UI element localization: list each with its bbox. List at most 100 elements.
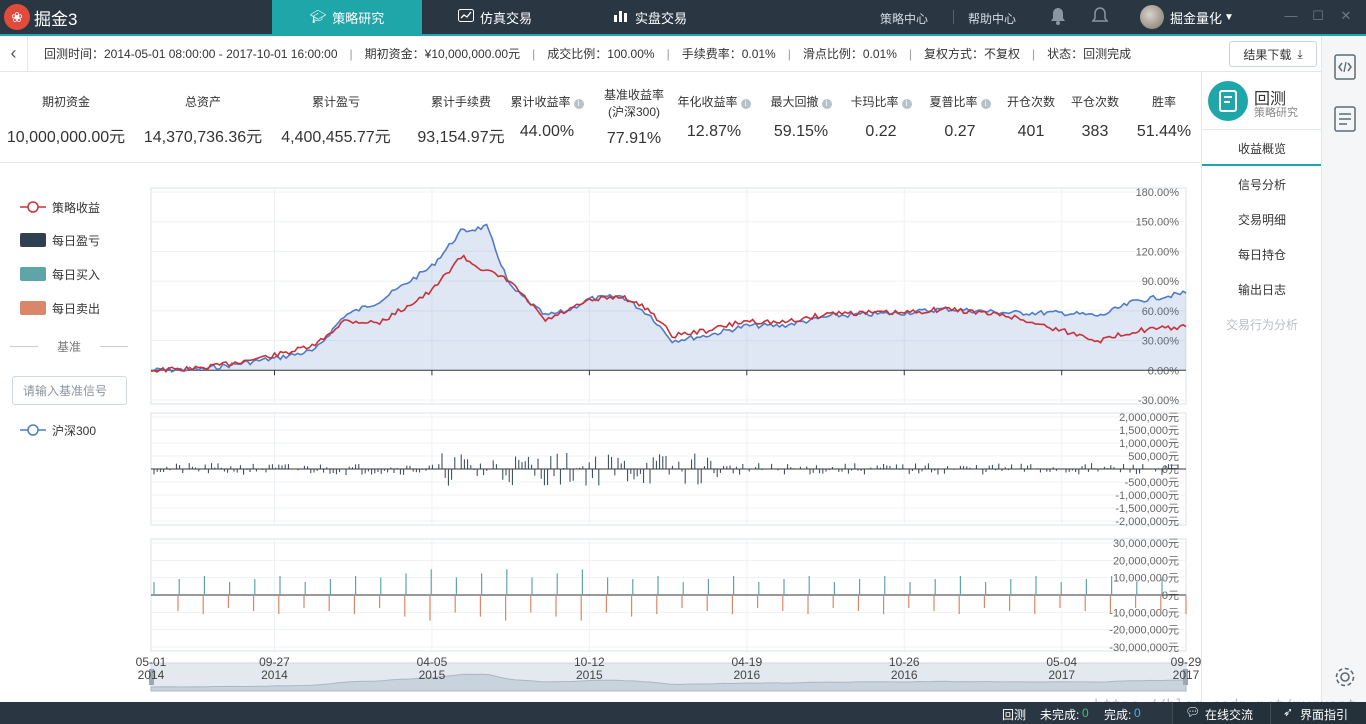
code-editor-icon[interactable] (1334, 54, 1356, 80)
strategy-center-link[interactable]: 策略中心 (880, 12, 929, 26)
help-center-link[interactable]: 帮助中心 (968, 12, 1017, 26)
backtest-time: 回测时间：2014-05-01 08:00:00 - 2017-10-01 16… (44, 47, 338, 61)
metric-label-text: 最大回撤 (770, 95, 819, 109)
metric-item: 卡玛比率 i 0.22 (846, 73, 916, 163)
bar-chart-icon (613, 9, 629, 25)
side-item-positions[interactable]: 每日持仓 (1237, 248, 1286, 262)
notification-bell-icon[interactable] (1091, 6, 1109, 26)
metric-item: 基准收益率 (沪深300) 77.91% (594, 73, 674, 163)
y-tick-label: 150.00% (1136, 217, 1180, 229)
tab-label: 策略研究 (332, 10, 385, 26)
metric-label: 基准收益率 (沪深300) (594, 87, 674, 121)
metric-label: 夏普比率 i (925, 93, 995, 110)
legend-daily-pnl[interactable]: 每日盈亏 (20, 231, 100, 249)
side-item-signals[interactable]: 信号分析 (1237, 178, 1286, 192)
metric-label-text: 平仓次数 (1070, 95, 1119, 109)
benchmark-signal-input[interactable] (12, 376, 127, 405)
metric-value: 59.15% (773, 123, 829, 140)
close-icon[interactable]: ✕ (1340, 8, 1352, 23)
y-tick-label: 1,000,000元 (1119, 438, 1179, 450)
metric-value: 401 (1017, 123, 1045, 140)
info-icon[interactable]: i (821, 99, 832, 109)
tab-live-trading[interactable]: 实盘交易 (590, 0, 710, 34)
metric-item: 最大回撤 i 59.15% (761, 73, 841, 163)
tab-strategy-research[interactable]: 🎓︎ 策略研究 (272, 0, 422, 34)
y-tick-label: -1,500,000元 (1115, 503, 1179, 515)
side-item-logs[interactable]: 输出日志 (1237, 283, 1286, 297)
info-icon[interactable]: i (573, 99, 584, 109)
tab-label: 实盘交易 (634, 10, 687, 26)
x-date-label: 05-01 (136, 655, 167, 669)
metric-label-text: 基准收益率 (603, 88, 664, 102)
metric-item: 累计盈亏 4,400,455.77元 (274, 73, 398, 163)
y-tick-label: -500,000元 (1125, 477, 1179, 489)
metric-label: 开仓次数 (1001, 93, 1061, 110)
navigator-area (150, 673, 1187, 692)
line-marker-icon (20, 424, 46, 436)
side-item-behavior[interactable]: 交易行为分析 (1225, 318, 1298, 332)
panel-header: 回测 策略研究 (1202, 72, 1322, 130)
back-arrow-icon[interactable]: ‹ (0, 35, 28, 72)
x-date-label: 10-26 (889, 655, 920, 669)
minimize-icon[interactable]: — (1284, 8, 1298, 23)
metrics-summary: 期初资金 10,000,000.00元 总资产 14,370,736.36元 累计盈亏 4… (0, 73, 1200, 163)
panel-subtitle: 策略研究 (1254, 107, 1298, 119)
metric-label-text: 开仓次数 (1006, 95, 1055, 109)
returns-panel-frame (150, 187, 1187, 405)
maximize-icon[interactable]: ☐ (1312, 8, 1324, 23)
tab-label: 仿真交易 (479, 10, 532, 26)
y-tick-label: 120.00% (1136, 246, 1180, 258)
metric-item: 期初资金 10,000,000.00元 (0, 73, 132, 163)
metric-item: 平仓次数 383 (1065, 73, 1125, 163)
metric-label-text: 卡玛比率 (850, 95, 899, 109)
backtest-chart[interactable]: 180.00% 150.00% 120.00% 90.00% 60.00% 30.00% 0… (130, 185, 1201, 705)
baseline-section-title: 基准 (10, 338, 128, 354)
side-item-overview[interactable]: 收益概览 (1202, 132, 1322, 166)
x-date-label: 05-04 (1046, 655, 1077, 669)
legend-strategy[interactable]: 策略收益 (20, 198, 100, 216)
bell-icon[interactable] (1049, 6, 1067, 26)
metric-item: 累计收益率 i 44.00% (507, 73, 587, 163)
tab-paper-trading[interactable]: 仿真交易 (435, 0, 555, 34)
y-tick-label: -2,000,000元 (1115, 516, 1179, 528)
x-year-label: 2017 (1173, 668, 1200, 682)
user-menu[interactable]: 掘金量化 ▼ (1140, 5, 1234, 29)
baseline-title-text: 基准 (56, 340, 81, 354)
legend-daily-buy[interactable]: 每日买入 (20, 265, 100, 283)
download-results-button[interactable]: 结果下载 ⤓ (1229, 41, 1317, 67)
color-swatch (20, 233, 46, 247)
x-year-label: 2015 (576, 668, 603, 682)
metric-label: 累计收益率 i (507, 93, 587, 110)
info-icon[interactable]: i (901, 99, 912, 109)
settings-gear-icon[interactable] (1334, 664, 1356, 690)
x-date-label: 04-05 (417, 655, 448, 669)
y-tick-label: 2,000,000元 (1119, 412, 1179, 424)
info-icon[interactable]: i (980, 99, 991, 109)
info-icon[interactable]: i (740, 99, 751, 109)
legend-label: 沪深300 (52, 423, 97, 438)
chat-bubble-icon: 💬︎ (1185, 705, 1201, 719)
metric-item: 开仓次数 401 (1001, 73, 1061, 163)
top-bar: ❀ 掘金3 🎓︎ 策略研究 仿真交易 实盘交易 策略中心 帮助中心 掘金量化 ▼… (0, 0, 1366, 34)
document-list-icon[interactable] (1334, 106, 1356, 132)
app-logo[interactable]: ❀ 掘金3 (0, 0, 92, 34)
divider: | (787, 46, 791, 61)
y-tick-label: -1,000,000元 (1115, 490, 1179, 502)
lotus-logo-icon: ❀ (4, 4, 30, 30)
legend-daily-sell[interactable]: 每日卖出 (20, 299, 100, 317)
y-tick-label: -20,000,000元 (1109, 625, 1179, 637)
divider (953, 10, 954, 24)
color-swatch (20, 267, 46, 281)
online-chat-button[interactable]: 💬︎ 在线交流 (1172, 702, 1270, 724)
metric-label-text: 期初资金 (41, 95, 90, 109)
button-label: 在线交流 (1205, 708, 1254, 722)
download-icon: ⤓ (1297, 46, 1303, 61)
y-tick-label: -10,000,000元 (1109, 607, 1179, 619)
ui-guide-button[interactable]: ➶ 界面指引 (1270, 702, 1366, 724)
y-tick-label: 1,500,000元 (1119, 425, 1179, 437)
side-item-trades[interactable]: 交易明细 (1237, 213, 1286, 227)
divider: | (1032, 46, 1036, 61)
legend-benchmark[interactable]: 沪深300 (20, 421, 96, 439)
metric-label: 胜率 (1129, 93, 1199, 110)
y-tick-label: 30.00% (1142, 336, 1180, 348)
